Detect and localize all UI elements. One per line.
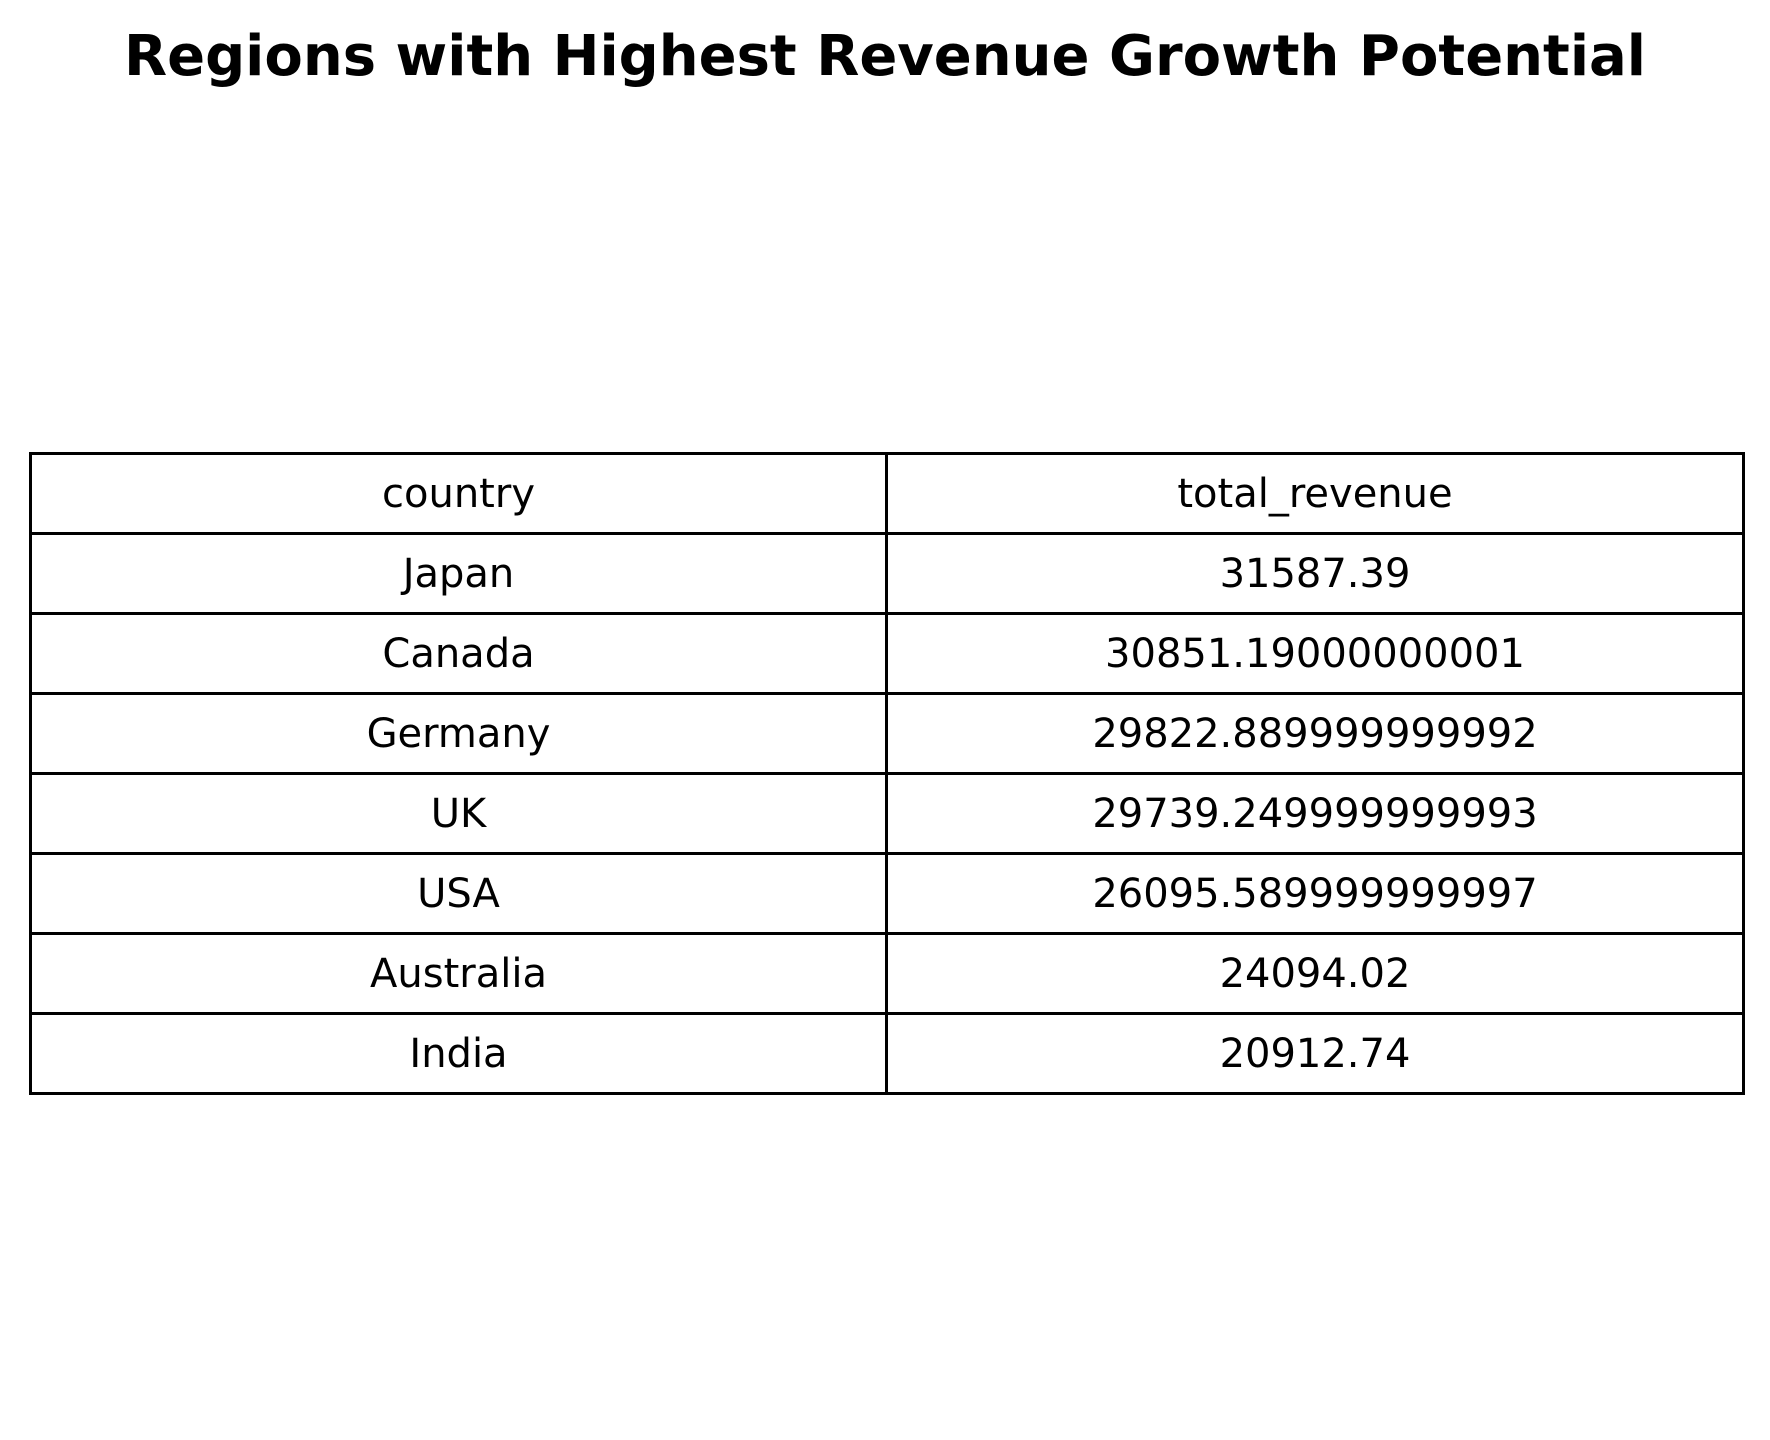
- cell-total-revenue: 20912.74: [885, 1012, 1745, 1095]
- cell-total-revenue: 29739.249999999993: [885, 772, 1745, 855]
- table-row: India 20912.74: [29, 1012, 1745, 1095]
- table-row: UK 29739.249999999993: [29, 772, 1745, 855]
- table-row: Canada 30851.19000000001: [29, 612, 1745, 695]
- cell-country: Germany: [29, 692, 888, 775]
- table-row: USA 26095.589999999997: [29, 852, 1745, 935]
- column-header-total-revenue: total_revenue: [885, 452, 1745, 535]
- cell-total-revenue: 30851.19000000001: [885, 612, 1745, 695]
- cell-country: India: [29, 1012, 888, 1095]
- cell-total-revenue: 31587.39: [885, 532, 1745, 615]
- cell-country: USA: [29, 852, 888, 935]
- table-row: Australia 24094.02: [29, 932, 1745, 1015]
- column-header-country: country: [29, 452, 888, 535]
- table-header-row: country total_revenue: [29, 452, 1745, 535]
- cell-country: Australia: [29, 932, 888, 1015]
- cell-total-revenue: 29822.889999999992: [885, 692, 1745, 775]
- table-body: Japan 31587.39 Canada 30851.19000000001 Germ…: [29, 532, 1745, 1095]
- table-row: Japan 31587.39: [29, 532, 1745, 615]
- table-row: Germany 29822.889999999992: [29, 692, 1745, 775]
- cell-total-revenue: 24094.02: [885, 932, 1745, 1015]
- revenue-table: country total_revenue Japan 31587.39 Canad…: [29, 452, 1745, 1095]
- cell-country: Japan: [29, 532, 888, 615]
- chart-title: Regions with Highest Revenue Growth Pote…: [123, 24, 1646, 89]
- cell-total-revenue: 26095.589999999997: [885, 852, 1745, 935]
- cell-country: UK: [29, 772, 888, 855]
- cell-country: Canada: [29, 612, 888, 695]
